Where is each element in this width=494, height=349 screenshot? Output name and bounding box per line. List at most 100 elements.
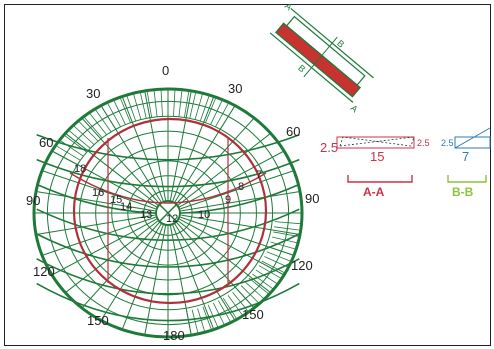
sun-path-grid bbox=[32, 87, 304, 339]
section-mark-a-right: A bbox=[349, 103, 360, 115]
azimuth-line bbox=[180, 216, 295, 256]
azimuth-line bbox=[81, 222, 160, 309]
hour-label-9: 9 bbox=[225, 194, 231, 206]
hatch-line bbox=[173, 89, 176, 117]
hour-label-7: 7 bbox=[256, 169, 262, 181]
azimuth-line bbox=[41, 216, 156, 256]
azimuth-line bbox=[169, 90, 192, 201]
hatch-line bbox=[83, 116, 103, 139]
azimuth-line bbox=[177, 220, 271, 294]
hatch-line bbox=[68, 129, 91, 149]
section-aa-shading-lines bbox=[339, 136, 415, 147]
section-mark-a-left: A bbox=[283, 1, 294, 13]
azimuth-line bbox=[65, 132, 159, 206]
azimuth-label-90-east: 90 bbox=[305, 191, 319, 206]
sun-path-ellipse bbox=[72, 117, 268, 305]
hatch-line bbox=[189, 91, 197, 119]
azimuth-label-120-east: 120 bbox=[291, 258, 313, 273]
hour-label-18: 18 bbox=[74, 163, 86, 175]
hour-label-10: 10 bbox=[198, 209, 210, 221]
hatch-line bbox=[94, 108, 112, 133]
hatch-line bbox=[119, 97, 131, 123]
section-aa-left-height: 2.5 bbox=[320, 140, 338, 155]
hatch-line bbox=[178, 89, 183, 117]
hatch-line bbox=[59, 139, 84, 157]
section-bb-bracket bbox=[447, 175, 487, 183]
hatch-line bbox=[194, 93, 204, 120]
sun-path-arc bbox=[69, 172, 267, 204]
hour-label-16: 16 bbox=[92, 187, 104, 199]
declination-curve bbox=[36, 158, 300, 188]
azimuth-label-0: 0 bbox=[162, 63, 169, 78]
hatch-line bbox=[55, 145, 81, 161]
azimuth-line bbox=[35, 190, 155, 212]
azimuth-label-90-west: 90 bbox=[26, 193, 40, 208]
section-aa-bracket bbox=[347, 175, 413, 183]
section-aa-right-height: 2.5 bbox=[417, 138, 430, 148]
azimuth-line bbox=[179, 150, 285, 208]
hatch-line bbox=[199, 94, 210, 122]
azimuth-line bbox=[35, 214, 155, 236]
hatch-line bbox=[215, 102, 230, 128]
azimuth-line bbox=[65, 220, 159, 294]
hatch-line bbox=[88, 112, 107, 135]
hatch-line bbox=[78, 120, 99, 142]
azimuth-label-180: 180 bbox=[163, 328, 185, 343]
section-b-line bbox=[303, 36, 338, 78]
hour-label-12: 12 bbox=[166, 213, 178, 225]
section-bb-outline bbox=[454, 136, 491, 149]
sun-path-curves bbox=[69, 117, 268, 305]
hour-label-14: 14 bbox=[120, 201, 132, 213]
declination-curve bbox=[36, 282, 300, 322]
hatch-line bbox=[210, 99, 223, 125]
azimuth-line bbox=[41, 170, 156, 210]
azimuth-line bbox=[51, 218, 157, 276]
section-aa-width: 15 bbox=[370, 149, 384, 164]
section-bb-left-height: 2.5 bbox=[441, 138, 454, 148]
section-mark-b-bottom: B bbox=[296, 63, 307, 75]
section-mark-b-top: B bbox=[335, 38, 346, 50]
section-bb: 2.5 7 B-B bbox=[441, 127, 491, 199]
azimuth-label-60-west: 60 bbox=[39, 135, 53, 150]
azimuth-line bbox=[144, 225, 167, 336]
hour-label-15: 15 bbox=[110, 194, 122, 206]
hour-label-8: 8 bbox=[238, 181, 244, 193]
azimuth-line bbox=[172, 96, 215, 202]
hatch-line bbox=[106, 102, 121, 128]
azimuth-label-30-east: 30 bbox=[228, 81, 242, 96]
hatch-line bbox=[205, 97, 217, 123]
azimuth-label-60-east: 60 bbox=[286, 124, 300, 139]
window-plan-symbol: A A B B bbox=[269, 1, 374, 115]
azimuth-line bbox=[176, 117, 255, 204]
hatch-line bbox=[126, 94, 137, 122]
section-aa-outline bbox=[336, 136, 415, 149]
azimuth-line bbox=[176, 222, 255, 309]
section-bb-label: B-B bbox=[452, 185, 474, 199]
azimuth-line bbox=[144, 90, 167, 201]
hour-label-13: 13 bbox=[140, 209, 152, 221]
azimuth-line bbox=[121, 96, 164, 202]
azimuth-line bbox=[179, 218, 285, 276]
hatch-line bbox=[153, 89, 158, 117]
hatch-line bbox=[113, 99, 126, 125]
azimuth-line bbox=[121, 224, 164, 330]
azimuth-label-30-west: 30 bbox=[86, 86, 100, 101]
azimuth-label-150-east: 150 bbox=[242, 307, 264, 322]
hatch-line bbox=[146, 90, 153, 118]
section-aa-label: A-A bbox=[363, 185, 385, 199]
section-bb-shading-line bbox=[454, 127, 491, 149]
azimuth-line bbox=[180, 170, 295, 210]
figure-frame bbox=[4, 4, 491, 346]
azimuth-line bbox=[51, 150, 157, 208]
section-aa: 2.5 2.5 15 A-A bbox=[320, 136, 430, 199]
zenith-cross bbox=[159, 204, 177, 222]
azimuth-label-150-west: 150 bbox=[87, 313, 109, 328]
azimuth-label-120-west: 120 bbox=[33, 264, 55, 279]
azimuth-line bbox=[172, 224, 215, 330]
hatch-line bbox=[160, 89, 163, 117]
hatch-line bbox=[72, 125, 95, 145]
declination-curve bbox=[36, 134, 300, 161]
azimuth-line bbox=[181, 214, 301, 236]
declination-curve bbox=[36, 258, 300, 295]
